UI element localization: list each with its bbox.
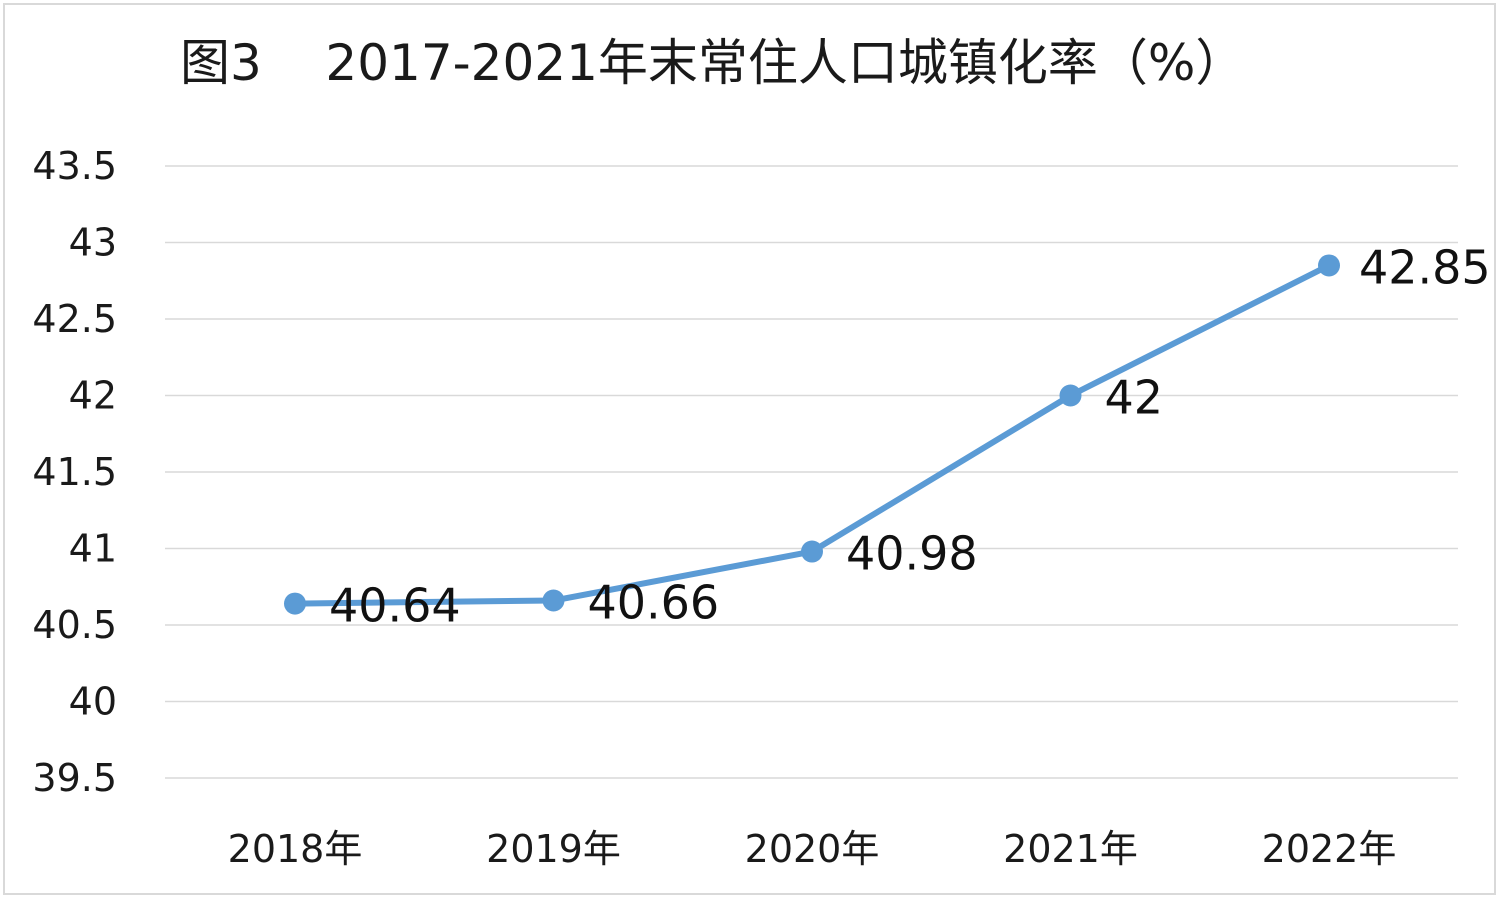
data-label: 42.85 xyxy=(1359,240,1491,294)
y-tick-label: 41 xyxy=(69,527,117,571)
y-tick-label: 41.5 xyxy=(32,450,117,494)
data-label: 42 xyxy=(1105,371,1164,425)
x-tick-label: 2020年 xyxy=(745,827,880,871)
data-labels: 40.64 40.66 40.98 42 42.85 xyxy=(329,240,1491,632)
x-axis-tick-labels: 2018年 2019年 2020年 2021年 2022年 xyxy=(228,827,1397,871)
y-tick-label: 40 xyxy=(69,680,117,724)
series-group xyxy=(284,254,1340,615)
y-axis-tick-labels: 43.5 43 42.5 42 41.5 41 40.5 40 39.5 xyxy=(32,144,117,800)
data-label: 40.98 xyxy=(846,527,978,581)
data-point xyxy=(801,540,823,563)
chart-frame xyxy=(3,3,1496,895)
chart-title: 图3 2017-2021年末常住人口城镇化率（%） xyxy=(180,34,1246,92)
data-point xyxy=(542,589,565,612)
y-tick-label: 43.5 xyxy=(32,144,117,188)
x-tick-label: 2021年 xyxy=(1003,827,1138,871)
x-tick-label: 2022年 xyxy=(1262,827,1397,871)
x-tick-label: 2018年 xyxy=(228,827,363,871)
data-label: 40.64 xyxy=(329,579,461,633)
y-tick-label: 42 xyxy=(69,374,117,418)
y-tick-label: 39.5 xyxy=(32,756,117,800)
gridlines xyxy=(165,165,1458,779)
y-tick-label: 40.5 xyxy=(32,603,117,647)
data-point xyxy=(284,592,306,615)
data-point xyxy=(1059,384,1082,407)
data-label: 40.66 xyxy=(588,576,720,630)
x-tick-label: 2019年 xyxy=(486,827,621,871)
data-point xyxy=(1318,254,1340,277)
y-tick-label: 43 xyxy=(69,221,117,265)
y-tick-label: 42.5 xyxy=(32,297,117,341)
